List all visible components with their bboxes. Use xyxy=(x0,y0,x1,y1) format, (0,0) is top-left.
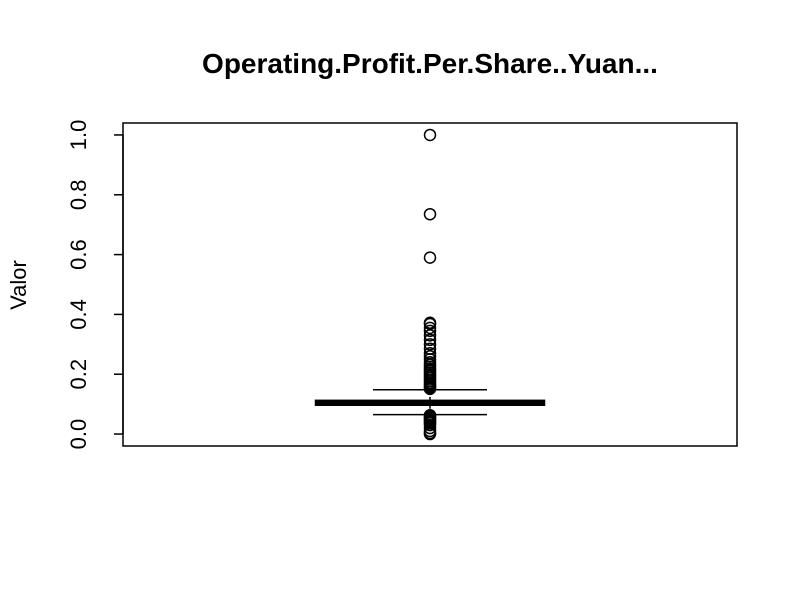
y-tick-label: 0.2 xyxy=(66,359,91,390)
outlier-point xyxy=(423,338,437,351)
outlier-point xyxy=(423,251,437,264)
outlier-point xyxy=(423,427,437,441)
y-tick-label: 1.0 xyxy=(66,120,91,151)
outlier-point xyxy=(423,128,437,142)
chart-title: Operating.Profit.Per.Share..Yuan... xyxy=(202,48,658,79)
outlier-point xyxy=(423,421,437,435)
outlier-point xyxy=(423,333,437,347)
y-tick-label: 0.8 xyxy=(66,179,91,210)
outlier-point xyxy=(423,324,437,338)
outlier-point xyxy=(423,329,437,342)
outlier-point xyxy=(423,321,437,335)
y-tick-label: 0.4 xyxy=(66,299,91,330)
y-axis-label: Valor xyxy=(6,260,31,310)
y-tick-label: 0.0 xyxy=(66,419,91,450)
y-tick-label: 0.6 xyxy=(66,239,91,270)
outlier-point xyxy=(423,418,437,432)
outlier-point xyxy=(423,207,437,221)
y-axis: 0.0 0.2 0.4 0.6 0.8 1.0 xyxy=(66,120,124,450)
outlier-point xyxy=(423,382,437,396)
outliers xyxy=(423,128,437,441)
